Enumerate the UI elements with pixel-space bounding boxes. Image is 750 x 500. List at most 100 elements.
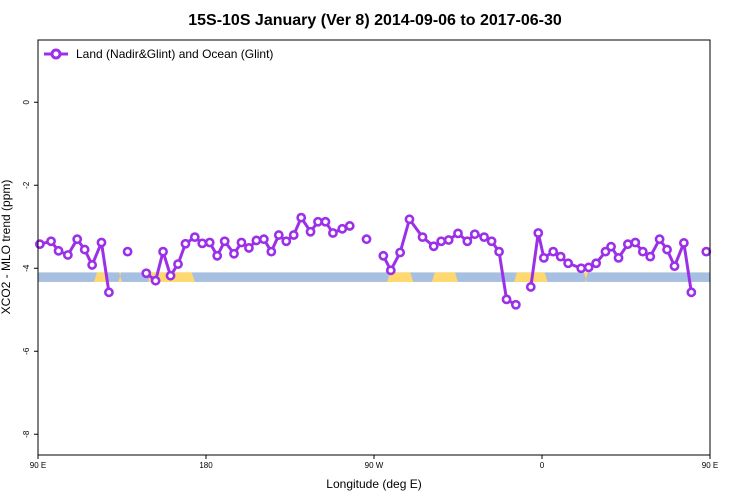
data-point (583, 262, 594, 273)
data-point (258, 234, 269, 245)
land-band-segment (583, 272, 588, 282)
data-point (428, 241, 439, 252)
y-tick-label: -4 (22, 264, 31, 272)
data-point (281, 236, 292, 247)
data-point (236, 237, 247, 248)
x-axis-label: Longitude (deg E) (326, 477, 421, 491)
x-tick-label: 90 W (365, 461, 384, 470)
data-point (313, 216, 323, 227)
data-point (189, 232, 200, 243)
data-point (244, 243, 254, 253)
data-point (328, 228, 338, 238)
y-tick-label: -6 (22, 347, 31, 355)
data-point (637, 246, 648, 257)
data-point (591, 258, 602, 269)
data-point (395, 247, 406, 258)
x-tick-label: 180 (199, 461, 213, 470)
data-point (654, 234, 665, 245)
y-axis-label: XCO2 - MLO trend (ppm) (0, 180, 13, 315)
data-point (46, 236, 56, 247)
data-point (606, 241, 616, 252)
data-point (141, 268, 152, 279)
data-point (404, 214, 415, 225)
data-point (72, 234, 83, 245)
data-point (417, 232, 428, 243)
data-point (469, 229, 480, 240)
y-tick-label: 0 (22, 99, 31, 104)
data-point (273, 230, 284, 240)
data-point (385, 265, 396, 276)
land-band-segment (118, 272, 122, 282)
data-point (453, 228, 463, 239)
data-point (165, 270, 176, 281)
data-point (296, 212, 307, 223)
legend: Land (Nadir&Glint) and Ocean (Glint) (44, 47, 273, 61)
data-point (494, 246, 504, 257)
data-point (576, 263, 587, 274)
data-point (53, 245, 64, 256)
data-point (678, 238, 689, 248)
data-point (555, 251, 566, 262)
data-point (212, 250, 223, 261)
x-tick-label: 90 E (702, 461, 718, 470)
data-point (266, 246, 277, 257)
data-point (34, 239, 45, 250)
y-tick-label: -8 (22, 430, 31, 438)
data-point (378, 250, 389, 261)
data-point (96, 237, 107, 248)
data-point (320, 216, 331, 227)
land-band-segment (431, 272, 458, 282)
data-point (600, 246, 611, 257)
x-axis: 90 E 180 90 W 0 90 E (30, 455, 718, 470)
data-point (538, 252, 549, 263)
x-tick-label: 0 (540, 461, 545, 470)
data-point (204, 237, 215, 248)
chart-title: 15S-10S January (Ver 8) 2014-09-06 to 20… (188, 12, 562, 29)
data-point (122, 246, 133, 257)
data-point (337, 223, 348, 234)
data-point (251, 235, 262, 246)
data-point (158, 246, 168, 257)
data-point (443, 235, 454, 245)
data-point (219, 236, 230, 247)
data-point (462, 236, 473, 247)
data-point (150, 275, 161, 286)
data-point (533, 228, 544, 238)
data-point (645, 251, 656, 262)
y-axis: 0 -2 -4 -6 -8 (22, 99, 38, 438)
data-point (305, 226, 316, 237)
data-point (622, 239, 633, 250)
data-point (669, 261, 680, 272)
data-point (613, 252, 624, 263)
data-point (630, 237, 641, 248)
legend-marker (50, 48, 62, 60)
data-point (197, 238, 208, 249)
data-point (510, 299, 521, 310)
y-tick-label: -2 (22, 181, 31, 189)
data-point (686, 287, 697, 298)
data-point (479, 232, 490, 243)
data-point (486, 236, 497, 247)
series-layer (34, 212, 712, 310)
data-point (436, 236, 447, 247)
data-point (361, 234, 372, 245)
x-tick-label: 90 E (30, 461, 46, 470)
ocean-band (38, 272, 710, 282)
data-point (701, 246, 712, 257)
data-point (344, 221, 355, 231)
land-band-segment (400, 272, 414, 282)
data-point (180, 238, 191, 249)
data-point (104, 287, 114, 298)
data-point (79, 244, 90, 255)
data-point (62, 250, 73, 260)
data-point (501, 294, 512, 305)
data-point (525, 282, 536, 292)
data-point (173, 259, 183, 269)
data-point (87, 260, 98, 270)
data-point (662, 244, 672, 255)
series-line (381, 217, 517, 307)
data-point (288, 230, 299, 240)
legend-label: Land (Nadir&Glint) and Ocean (Glint) (76, 47, 273, 61)
